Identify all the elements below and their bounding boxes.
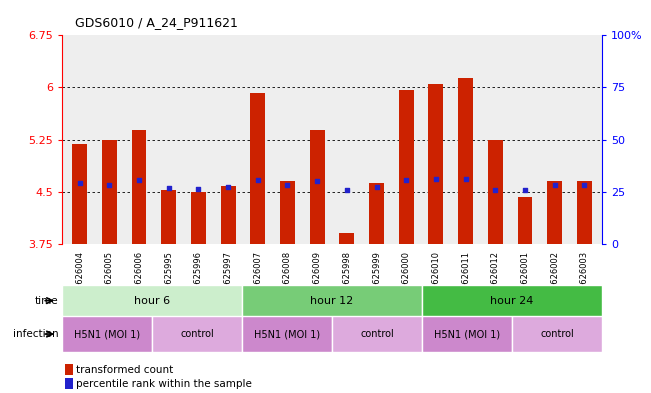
Point: [253, 176, 263, 183]
Text: GDS6010 / A_24_P911621: GDS6010 / A_24_P911621: [75, 16, 238, 29]
Text: percentile rank within the sample: percentile rank within the sample: [76, 378, 252, 389]
Point: [74, 180, 85, 186]
Text: time: time: [35, 296, 59, 306]
Text: hour 12: hour 12: [311, 296, 353, 306]
Point: [579, 182, 590, 188]
Bar: [161, 189, 176, 244]
Point: [223, 184, 233, 190]
Text: control: control: [540, 329, 574, 339]
Text: transformed count: transformed count: [76, 365, 173, 375]
Bar: [132, 130, 146, 244]
Bar: [422, 316, 512, 352]
Text: control: control: [360, 329, 394, 339]
Point: [490, 187, 501, 193]
Point: [163, 185, 174, 191]
Text: hour 6: hour 6: [134, 296, 170, 306]
Text: control: control: [180, 329, 214, 339]
Bar: [339, 233, 354, 244]
Bar: [488, 140, 503, 244]
Point: [283, 182, 293, 188]
Bar: [280, 181, 295, 244]
Point: [104, 182, 115, 188]
Bar: [102, 140, 117, 244]
Bar: [242, 285, 422, 316]
Point: [460, 176, 471, 182]
Text: hour 24: hour 24: [490, 296, 534, 306]
Point: [401, 176, 411, 183]
Point: [519, 187, 530, 193]
Text: H5N1 (MOI 1): H5N1 (MOI 1): [74, 329, 140, 339]
Bar: [512, 316, 602, 352]
Bar: [62, 316, 152, 352]
Point: [193, 185, 204, 192]
Bar: [332, 316, 422, 352]
Bar: [428, 84, 443, 244]
Bar: [577, 181, 592, 244]
Text: H5N1 (MOI 1): H5N1 (MOI 1): [254, 329, 320, 339]
Point: [134, 176, 145, 183]
Bar: [251, 93, 265, 244]
Point: [549, 182, 560, 188]
Bar: [399, 90, 413, 244]
Bar: [191, 192, 206, 244]
Bar: [242, 316, 332, 352]
Bar: [369, 183, 384, 244]
Point: [342, 187, 352, 193]
Bar: [62, 285, 242, 316]
Bar: [458, 78, 473, 244]
Text: infection: infection: [13, 329, 59, 339]
Bar: [310, 130, 325, 244]
Bar: [422, 285, 602, 316]
Point: [312, 178, 322, 184]
Point: [371, 184, 381, 190]
Bar: [221, 186, 236, 244]
Bar: [152, 316, 242, 352]
Point: [431, 176, 441, 182]
Text: H5N1 (MOI 1): H5N1 (MOI 1): [434, 329, 500, 339]
Bar: [547, 181, 562, 244]
Bar: [518, 197, 533, 244]
Bar: [72, 144, 87, 244]
